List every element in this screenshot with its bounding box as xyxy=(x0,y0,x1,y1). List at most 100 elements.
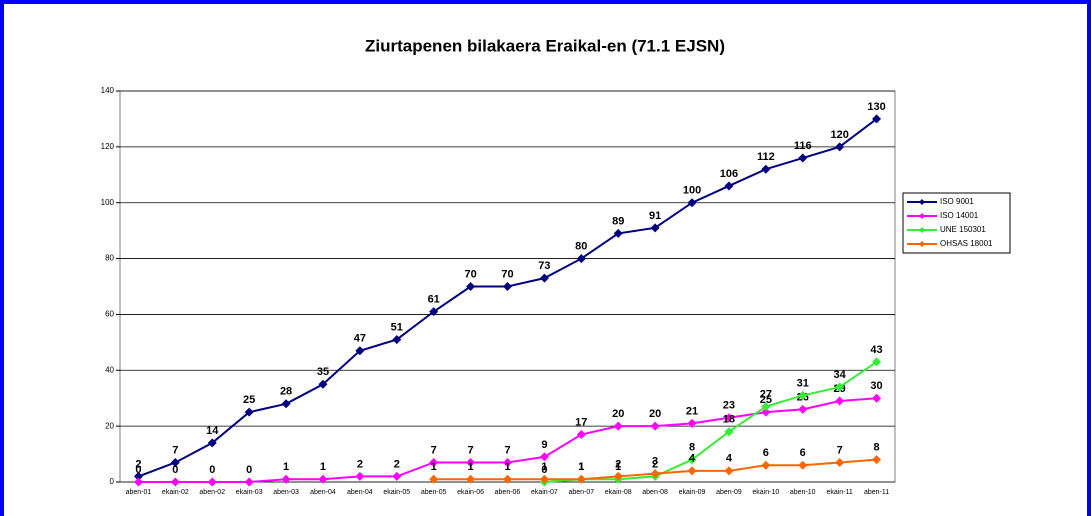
x-tick-label: ekain-11 xyxy=(826,489,852,496)
y-tick-label: 40 xyxy=(105,365,114,374)
data-label: 18 xyxy=(723,414,735,426)
data-label: 89 xyxy=(612,215,624,227)
data-label: 28 xyxy=(280,386,292,398)
data-label: 7 xyxy=(837,444,843,456)
data-label: 1 xyxy=(320,461,326,473)
marker xyxy=(281,399,291,409)
legend-label: OHSAS 18001 xyxy=(940,239,993,248)
marker xyxy=(539,474,549,484)
marker xyxy=(687,418,697,428)
x-tick-label: aben-07 xyxy=(568,489,594,496)
x-tick-label: aben-02 xyxy=(199,489,225,496)
data-label: 25 xyxy=(243,394,255,406)
marker xyxy=(835,457,845,467)
data-label: 1 xyxy=(504,461,510,473)
marker xyxy=(872,357,882,367)
marker xyxy=(798,390,808,400)
x-tick-label: ekain-06 xyxy=(457,489,484,496)
data-label: 3 xyxy=(652,456,658,468)
marker xyxy=(429,307,439,317)
marker xyxy=(835,142,845,152)
marker xyxy=(503,474,512,484)
marker xyxy=(650,223,660,233)
data-label: 6 xyxy=(763,447,769,459)
legend-label: ISO 14001 xyxy=(940,211,979,220)
legend-label: UNE 150301 xyxy=(940,225,986,234)
marker xyxy=(872,114,882,124)
data-label: 7 xyxy=(431,444,437,456)
x-tick-label: ekain-03 xyxy=(236,489,263,496)
y-tick-label: 20 xyxy=(105,421,114,430)
legend-marker xyxy=(919,227,925,233)
x-tick-label: aben-11 xyxy=(864,489,889,496)
data-label: 47 xyxy=(354,333,366,345)
marker xyxy=(650,421,660,431)
data-label: 2 xyxy=(394,458,400,470)
data-label: 70 xyxy=(501,268,513,280)
marker xyxy=(761,460,771,470)
marker xyxy=(650,469,660,479)
data-label: 1 xyxy=(578,461,584,473)
data-label: 7 xyxy=(504,444,510,456)
data-label: 80 xyxy=(575,240,587,252)
marker xyxy=(761,407,771,417)
data-label: 8 xyxy=(873,442,879,454)
marker xyxy=(613,421,623,431)
data-label: 112 xyxy=(757,151,775,163)
marker xyxy=(798,404,808,414)
x-tick-label: aben-10 xyxy=(790,489,816,496)
marker xyxy=(318,474,328,484)
marker xyxy=(576,254,586,264)
marker xyxy=(872,393,882,403)
marker xyxy=(466,474,476,484)
marker xyxy=(355,346,365,356)
data-label: 20 xyxy=(612,408,624,420)
data-label: 6 xyxy=(800,447,806,459)
data-label: 0 xyxy=(246,464,252,476)
marker xyxy=(798,153,808,163)
marker xyxy=(761,402,771,412)
marker xyxy=(281,474,291,484)
x-tick-label: aben-04 xyxy=(310,489,336,496)
data-label: 23 xyxy=(723,400,735,412)
marker xyxy=(539,273,549,283)
marker xyxy=(392,335,402,345)
x-tick-label: ekain-07 xyxy=(531,489,558,496)
data-label: 0 xyxy=(209,464,215,476)
data-label: 14 xyxy=(206,425,219,437)
data-label: 2 xyxy=(357,458,363,470)
marker xyxy=(724,413,734,423)
data-label: 21 xyxy=(686,405,698,417)
marker xyxy=(207,438,217,448)
series-line xyxy=(544,361,878,483)
data-label: 1 xyxy=(541,461,547,473)
marker xyxy=(724,181,734,191)
marker xyxy=(539,452,549,462)
marker xyxy=(392,471,402,481)
x-tick-label: aben-06 xyxy=(495,489,521,496)
marker xyxy=(503,457,512,467)
chart-title: Ziurtapenen bilakaera Eraikal-en (71.1 E… xyxy=(365,36,725,55)
marker xyxy=(576,474,586,484)
data-label: 61 xyxy=(428,294,440,306)
marker xyxy=(761,164,771,174)
legend-marker xyxy=(919,241,925,247)
x-tick-label: ekain-09 xyxy=(679,489,706,496)
x-tick-label: ekain-10 xyxy=(752,489,779,496)
y-tick-label: 120 xyxy=(101,142,115,151)
x-tick-label: aben-09 xyxy=(716,489,742,496)
data-label: 4 xyxy=(689,453,696,465)
data-label: 9 xyxy=(541,439,547,451)
legend-label: ISO 9001 xyxy=(940,197,974,206)
marker xyxy=(835,396,845,406)
y-tick-label: 140 xyxy=(101,86,115,95)
marker xyxy=(466,282,476,291)
x-tick-label: aben-01 xyxy=(126,489,152,496)
marker xyxy=(429,457,439,467)
x-tick-label: aben-04 xyxy=(347,489,373,496)
marker xyxy=(133,477,143,487)
data-label: 130 xyxy=(867,101,885,113)
data-label: 7 xyxy=(172,444,178,456)
marker xyxy=(244,477,254,487)
